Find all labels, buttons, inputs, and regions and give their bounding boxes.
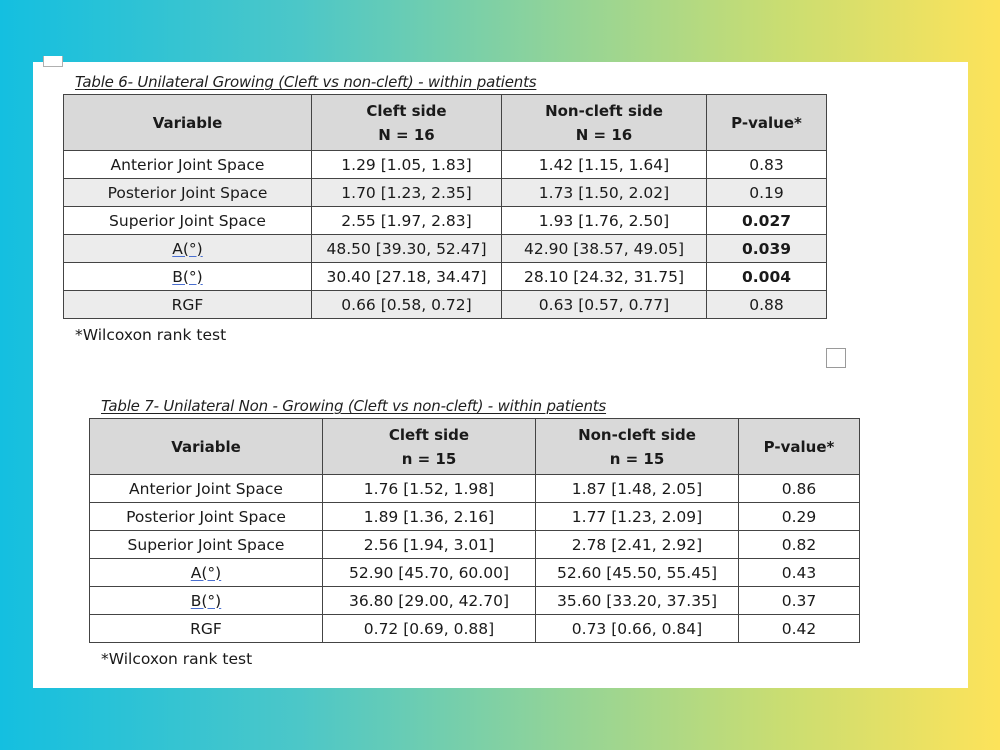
header-variable: Variable xyxy=(89,418,323,475)
cell-variable: Anterior Joint Space xyxy=(89,474,323,503)
cell-cleft: 2.56 [1.94, 3.01] xyxy=(322,530,536,559)
cell-cleft: 1.70 [1.23, 2.35] xyxy=(311,178,502,207)
cell-variable: Anterior Joint Space xyxy=(63,150,312,179)
checkbox-placeholder-icon xyxy=(826,348,846,368)
cell-variable: RGF xyxy=(63,290,312,319)
cell-pvalue: 0.004 xyxy=(706,262,827,291)
cell-variable: A(°) xyxy=(89,558,323,587)
cell-pvalue: 0.88 xyxy=(706,290,827,319)
table7-caption: Table 7- Unilateral Non - Growing (Cleft… xyxy=(101,397,607,415)
cell-cleft: 36.80 [29.00, 42.70] xyxy=(322,586,536,615)
cell-cleft: 48.50 [39.30, 52.47] xyxy=(311,234,502,263)
cell-pvalue: 0.83 xyxy=(706,150,827,179)
cell-pvalue: 0.86 xyxy=(738,474,860,503)
table-row: Superior Joint Space 2.56 [1.94, 3.01] 2… xyxy=(89,530,860,559)
cell-noncleft: 0.63 [0.57, 0.77] xyxy=(501,290,707,319)
cell-variable: B(°) xyxy=(63,262,312,291)
cell-cleft: 2.55 [1.97, 2.83] xyxy=(311,206,502,235)
cell-cleft: 1.29 [1.05, 1.83] xyxy=(311,150,502,179)
table6: Variable Cleft side N = 16 Non-cleft side… xyxy=(63,94,827,319)
table-row: Posterior Joint Space 1.70 [1.23, 2.35] … xyxy=(63,178,827,207)
cell-noncleft: 42.90 [38.57, 49.05] xyxy=(501,234,707,263)
cell-variable: Posterior Joint Space xyxy=(89,502,323,531)
cell-noncleft: 35.60 [33.20, 37.35] xyxy=(535,586,739,615)
cell-pvalue: 0.027 xyxy=(706,206,827,235)
cell-cleft: 52.90 [45.70, 60.00] xyxy=(322,558,536,587)
cell-pvalue: 0.43 xyxy=(738,558,860,587)
cell-cleft: 1.76 [1.52, 1.98] xyxy=(322,474,536,503)
cell-pvalue: 0.82 xyxy=(738,530,860,559)
cell-noncleft: 1.42 [1.15, 1.64] xyxy=(501,150,707,179)
cell-variable: A(°) xyxy=(63,234,312,263)
cell-variable: B(°) xyxy=(89,586,323,615)
table6-caption: Table 6- Unilateral Growing (Cleft vs no… xyxy=(75,73,537,91)
cell-noncleft: 1.73 [1.50, 2.02] xyxy=(501,178,707,207)
cell-pvalue: 0.42 xyxy=(738,614,860,643)
cell-pvalue: 0.37 xyxy=(738,586,860,615)
cell-noncleft: 0.73 [0.66, 0.84] xyxy=(535,614,739,643)
cell-noncleft: 2.78 [2.41, 2.92] xyxy=(535,530,739,559)
cell-cleft: 1.89 [1.36, 2.16] xyxy=(322,502,536,531)
header-noncleft-side: Non-cleft side N = 16 xyxy=(501,94,707,151)
table-row: A(°) 48.50 [39.30, 52.47] 42.90 [38.57, … xyxy=(63,234,827,263)
table7-footnote: *Wilcoxon rank test xyxy=(101,650,253,668)
table-row: RGF 0.72 [0.69, 0.88] 0.73 [0.66, 0.84] … xyxy=(89,614,860,643)
cell-variable: Superior Joint Space xyxy=(63,206,312,235)
cell-cleft: 0.72 [0.69, 0.88] xyxy=(322,614,536,643)
header-variable: Variable xyxy=(63,94,312,151)
table-row: A(°) 52.90 [45.70, 60.00] 52.60 [45.50, … xyxy=(89,558,860,587)
cell-noncleft: 52.60 [45.50, 55.45] xyxy=(535,558,739,587)
table-row: Anterior Joint Space 1.29 [1.05, 1.83] 1… xyxy=(63,150,827,179)
cell-pvalue: 0.039 xyxy=(706,234,827,263)
cell-noncleft: 28.10 [24.32, 31.75] xyxy=(501,262,707,291)
header-cleft-side: Cleft side n = 15 xyxy=(322,418,536,475)
cell-noncleft: 1.93 [1.76, 2.50] xyxy=(501,206,707,235)
cell-pvalue: 0.19 xyxy=(706,178,827,207)
cell-variable: Superior Joint Space xyxy=(89,530,323,559)
cell-cleft: 30.40 [27.18, 34.47] xyxy=(311,262,502,291)
table-row: Posterior Joint Space 1.89 [1.36, 2.16] … xyxy=(89,502,860,531)
cell-cleft: 0.66 [0.58, 0.72] xyxy=(311,290,502,319)
header-noncleft-side: Non-cleft side n = 15 xyxy=(535,418,739,475)
cell-variable: RGF xyxy=(89,614,323,643)
table-row: Superior Joint Space 2.55 [1.97, 2.83] 1… xyxy=(63,206,827,235)
cell-noncleft: 1.87 [1.48, 2.05] xyxy=(535,474,739,503)
cell-pvalue: 0.29 xyxy=(738,502,860,531)
cell-noncleft: 1.77 [1.23, 2.09] xyxy=(535,502,739,531)
table7: Variable Cleft side n = 15 Non-cleft side… xyxy=(89,418,860,643)
cell-variable: Posterior Joint Space xyxy=(63,178,312,207)
table-row: Anterior Joint Space 1.76 [1.52, 1.98] 1… xyxy=(89,474,860,503)
header-pvalue: P-value* xyxy=(706,94,827,151)
header-cleft-side: Cleft side N = 16 xyxy=(311,94,502,151)
header-pvalue: P-value* xyxy=(738,418,860,475)
table6-footnote: *Wilcoxon rank test xyxy=(75,326,227,344)
table-row: B(°) 30.40 [27.18, 34.47] 28.10 [24.32, … xyxy=(63,262,827,291)
table-row: RGF 0.66 [0.58, 0.72] 0.63 [0.57, 0.77] … xyxy=(63,290,827,319)
table-row: B(°) 36.80 [29.00, 42.70] 35.60 [33.20, … xyxy=(89,586,860,615)
text-boundary-marker xyxy=(43,56,63,67)
